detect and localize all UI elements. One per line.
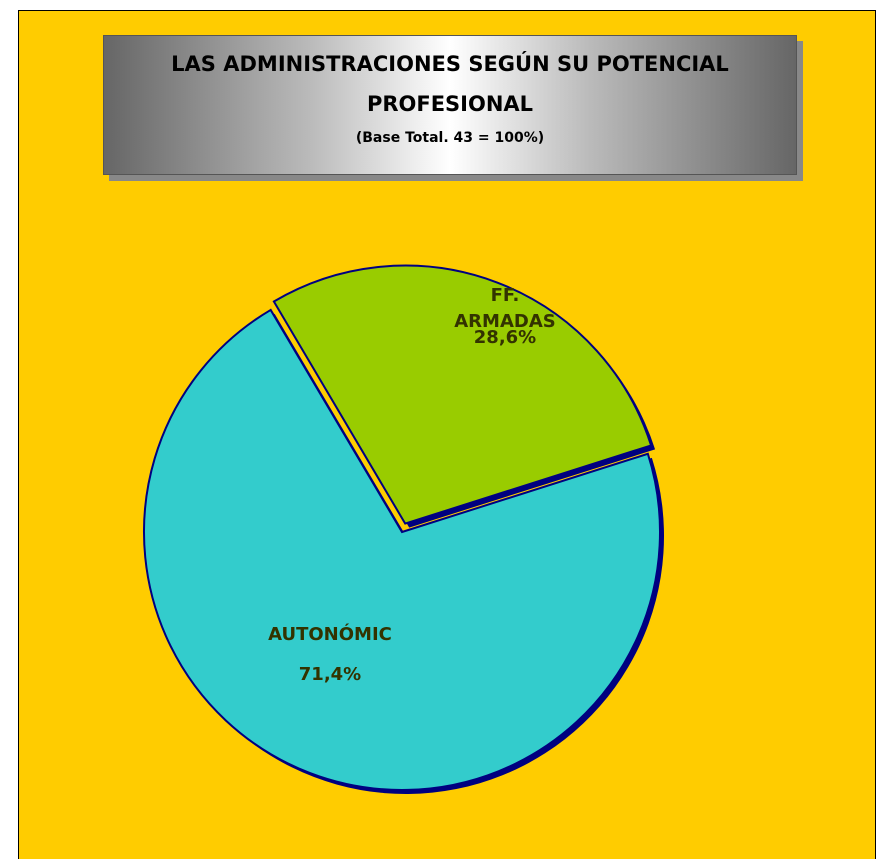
slice [143, 308, 661, 791]
value-label: 71,4% [298, 664, 362, 685]
slice [272, 264, 653, 525]
title-box: LAS ADMINISTRACIONES SEGÚN SU POTENCIAL … [103, 35, 797, 175]
value-label: 28,6% [473, 327, 537, 348]
chart-subtitle: (Base Total. 43 = 100%) [355, 130, 545, 146]
slice-label: AUTONÓMIC [268, 624, 392, 645]
chart-title: LAS ADMINISTRACIONES SEGÚN SU POTENCIAL … [171, 52, 729, 116]
slice-label: FF. ARMADAS [454, 285, 556, 332]
